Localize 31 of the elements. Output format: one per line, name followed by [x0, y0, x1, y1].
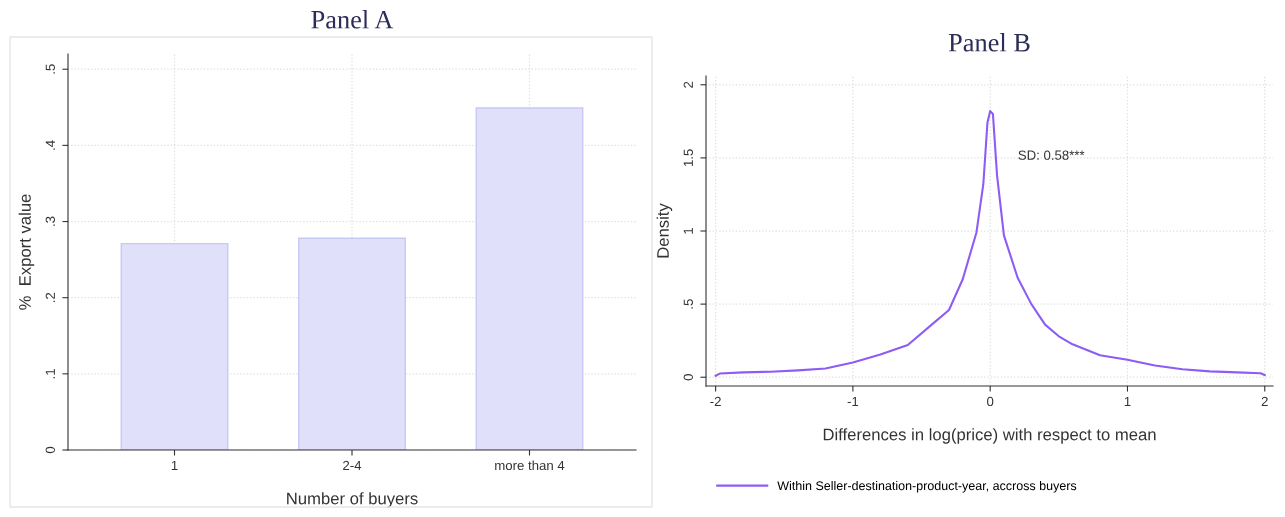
y-tick-label: .4	[45, 140, 55, 150]
y-tick-label: .5	[683, 299, 693, 309]
y-tick-label: .1	[45, 368, 55, 379]
x-tick-label: 2	[1261, 396, 1268, 406]
annotation: SD: 0.58***	[1018, 150, 1085, 160]
y-tick-label: 2	[683, 81, 693, 88]
x-axis-title: Differences in log(price) with respect to mean	[823, 428, 1156, 444]
y-tick-label: 1	[683, 227, 693, 234]
y-tick-label: 1.5	[683, 149, 693, 167]
x-tick-label: 1	[171, 460, 178, 470]
y-tick-label: 0	[45, 446, 55, 454]
x-tick-label: more than 4	[495, 460, 565, 471]
y-tick-label: .2	[45, 292, 55, 302]
bar	[475, 107, 584, 450]
bar	[120, 242, 229, 450]
y-axis-title: % Export value	[18, 194, 35, 310]
y-tick-label: .3	[45, 216, 55, 226]
x-tick-label: 0	[987, 396, 994, 407]
legend-label: Within Seller-destination-product-year, accross buyers	[777, 480, 1077, 493]
x-tick-label: 1	[1124, 396, 1131, 406]
x-tick-label: -2	[710, 396, 721, 406]
chart-title: Panel A	[311, 10, 394, 29]
chart-title: Panel B	[948, 33, 1030, 52]
x-tick-label: 2-4	[343, 460, 362, 470]
line-series	[714, 110, 1266, 377]
y-axis-title: Density	[656, 203, 673, 258]
x-axis-title: Number of buyers	[287, 492, 418, 508]
bar	[298, 237, 406, 450]
y-tick-label: .5	[45, 64, 55, 74]
y-tick-label: 0	[683, 374, 693, 381]
x-tick-label: -1	[847, 396, 859, 406]
